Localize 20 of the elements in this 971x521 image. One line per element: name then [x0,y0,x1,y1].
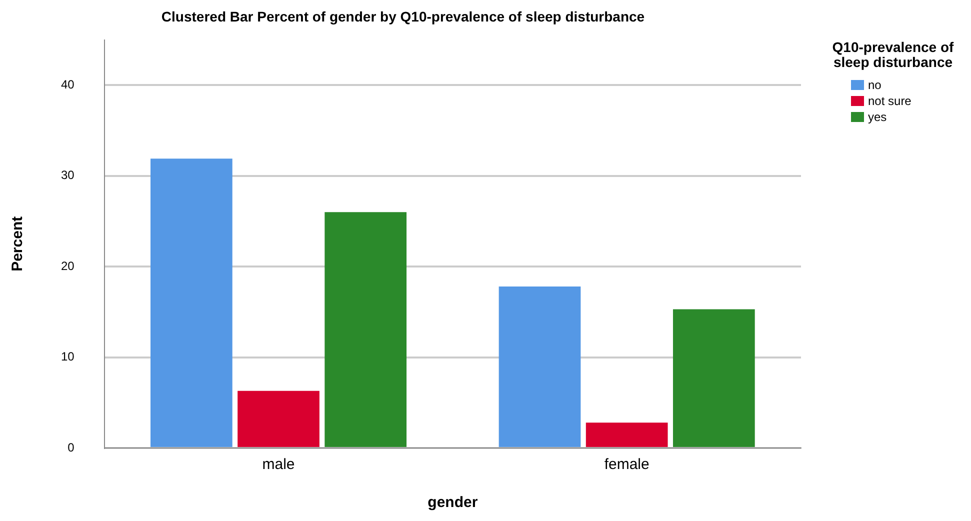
legend-label: yes [868,110,887,124]
legend-label: no [868,78,882,92]
y-tick-label: 40 [60,77,75,92]
chart-title: Clustered Bar Percent of gender by Q10-prevalence of sleep disturbance [161,8,645,24]
x-tick-label: female [604,456,650,474]
legend-label: not sure [868,94,912,108]
bar [586,422,668,447]
y-tick-label: 10 [60,350,75,364]
legend-title: Q10-prevalence of sleep disturbance [831,39,955,70]
bar [150,158,232,447]
y-tick-label: 20 [60,258,75,273]
y-tick-label: 30 [60,168,75,182]
bar [238,390,320,447]
bar [498,286,581,447]
y-tick-label: 0 [68,440,75,454]
bar [672,309,755,447]
bar [324,212,407,447]
x-tick-label: male [262,456,295,474]
x-axis-title: gender [428,494,478,512]
y-axis-title: Percent [9,216,26,272]
